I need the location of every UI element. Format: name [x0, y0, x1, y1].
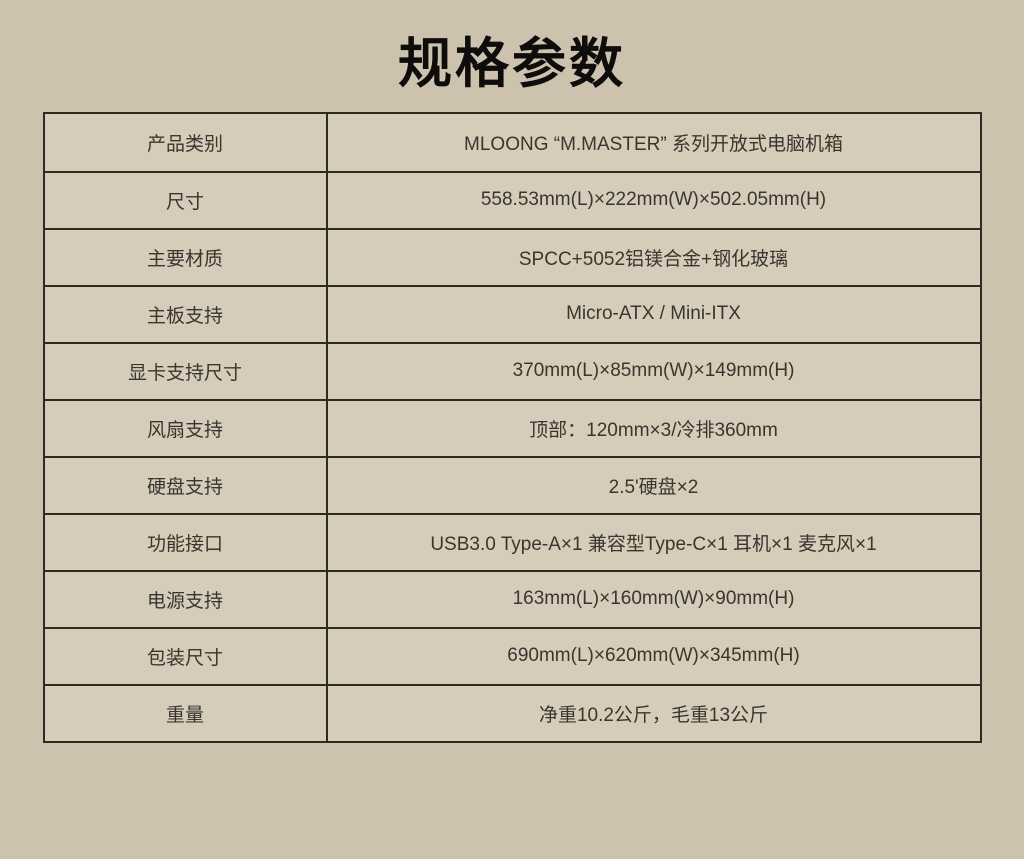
- table-row: 电源支持 163mm(L)×160mm(W)×90mm(H): [44, 569, 980, 627]
- table-row: 硬盘支持 2.5'硬盘×2: [44, 455, 980, 513]
- page-title: 规格参数: [398, 34, 626, 94]
- spec-label: 硬盘支持: [45, 457, 328, 513]
- spec-label: 重量: [45, 685, 328, 741]
- table-row: 主板支持 Micro-ATX / Mini-ITX: [44, 284, 980, 342]
- spec-label: 产品类别: [45, 113, 328, 171]
- spec-value: USB3.0 Type-A×1 兼容型Type-C×1 耳机×1 麦克风×1: [430, 533, 877, 555]
- spec-value: Micro-ATX / Mini-ITX: [566, 303, 741, 325]
- table-row: 产品类别 MLOONG “M.MASTER” 系列开放式电脑机箱: [44, 113, 980, 171]
- spec-value: 370mm(L)×85mm(W)×149mm(H): [512, 360, 795, 382]
- table-row: 尺寸 558.53mm(L)×222mm(W)×502.05mm(H): [44, 170, 980, 228]
- spec-label: 显卡支持尺寸: [45, 343, 328, 399]
- table-row: 主要材质 SPCC+5052铝镁合金+钢化玻璃: [44, 227, 980, 285]
- spec-value: 顶部：120mm×3/冷排360mm: [529, 419, 778, 441]
- spec-table: 产品类别 MLOONG “M.MASTER” 系列开放式电脑机箱 尺寸 558.…: [42, 111, 982, 743]
- spec-label: 电源支持: [45, 571, 328, 627]
- spec-label: 尺寸: [45, 172, 328, 228]
- spec-value: 2.5'硬盘×2: [608, 476, 699, 498]
- spec-value: MLOONG “M.MASTER” 系列开放式电脑机箱: [464, 133, 843, 155]
- table-row: 风扇支持 顶部：120mm×3/冷排360mm: [44, 398, 980, 456]
- spec-value: 净重10.2公斤，毛重13公斤: [538, 704, 769, 726]
- spec-value: 690mm(L)×620mm(W)×345mm(H): [507, 645, 800, 667]
- table-row: 显卡支持尺寸 370mm(L)×85mm(W)×149mm(H): [44, 341, 980, 399]
- spec-value: 558.53mm(L)×222mm(W)×502.05mm(H): [480, 189, 827, 211]
- spec-label: 主要材质: [45, 229, 328, 285]
- table-row: 包装尺寸 690mm(L)×620mm(W)×345mm(H): [44, 626, 980, 684]
- table-row: 功能接口 USB3.0 Type-A×1 兼容型Type-C×1 耳机×1 麦克…: [44, 512, 980, 570]
- spec-label: 主板支持: [45, 286, 328, 342]
- spec-label: 功能接口: [45, 514, 328, 570]
- spec-value: SPCC+5052铝镁合金+钢化玻璃: [518, 248, 789, 270]
- spec-label: 包装尺寸: [45, 628, 328, 684]
- spec-label: 风扇支持: [45, 400, 328, 456]
- spec-value: 163mm(L)×160mm(W)×90mm(H): [512, 588, 795, 610]
- table-row: 重量 净重10.2公斤，毛重13公斤: [44, 683, 980, 741]
